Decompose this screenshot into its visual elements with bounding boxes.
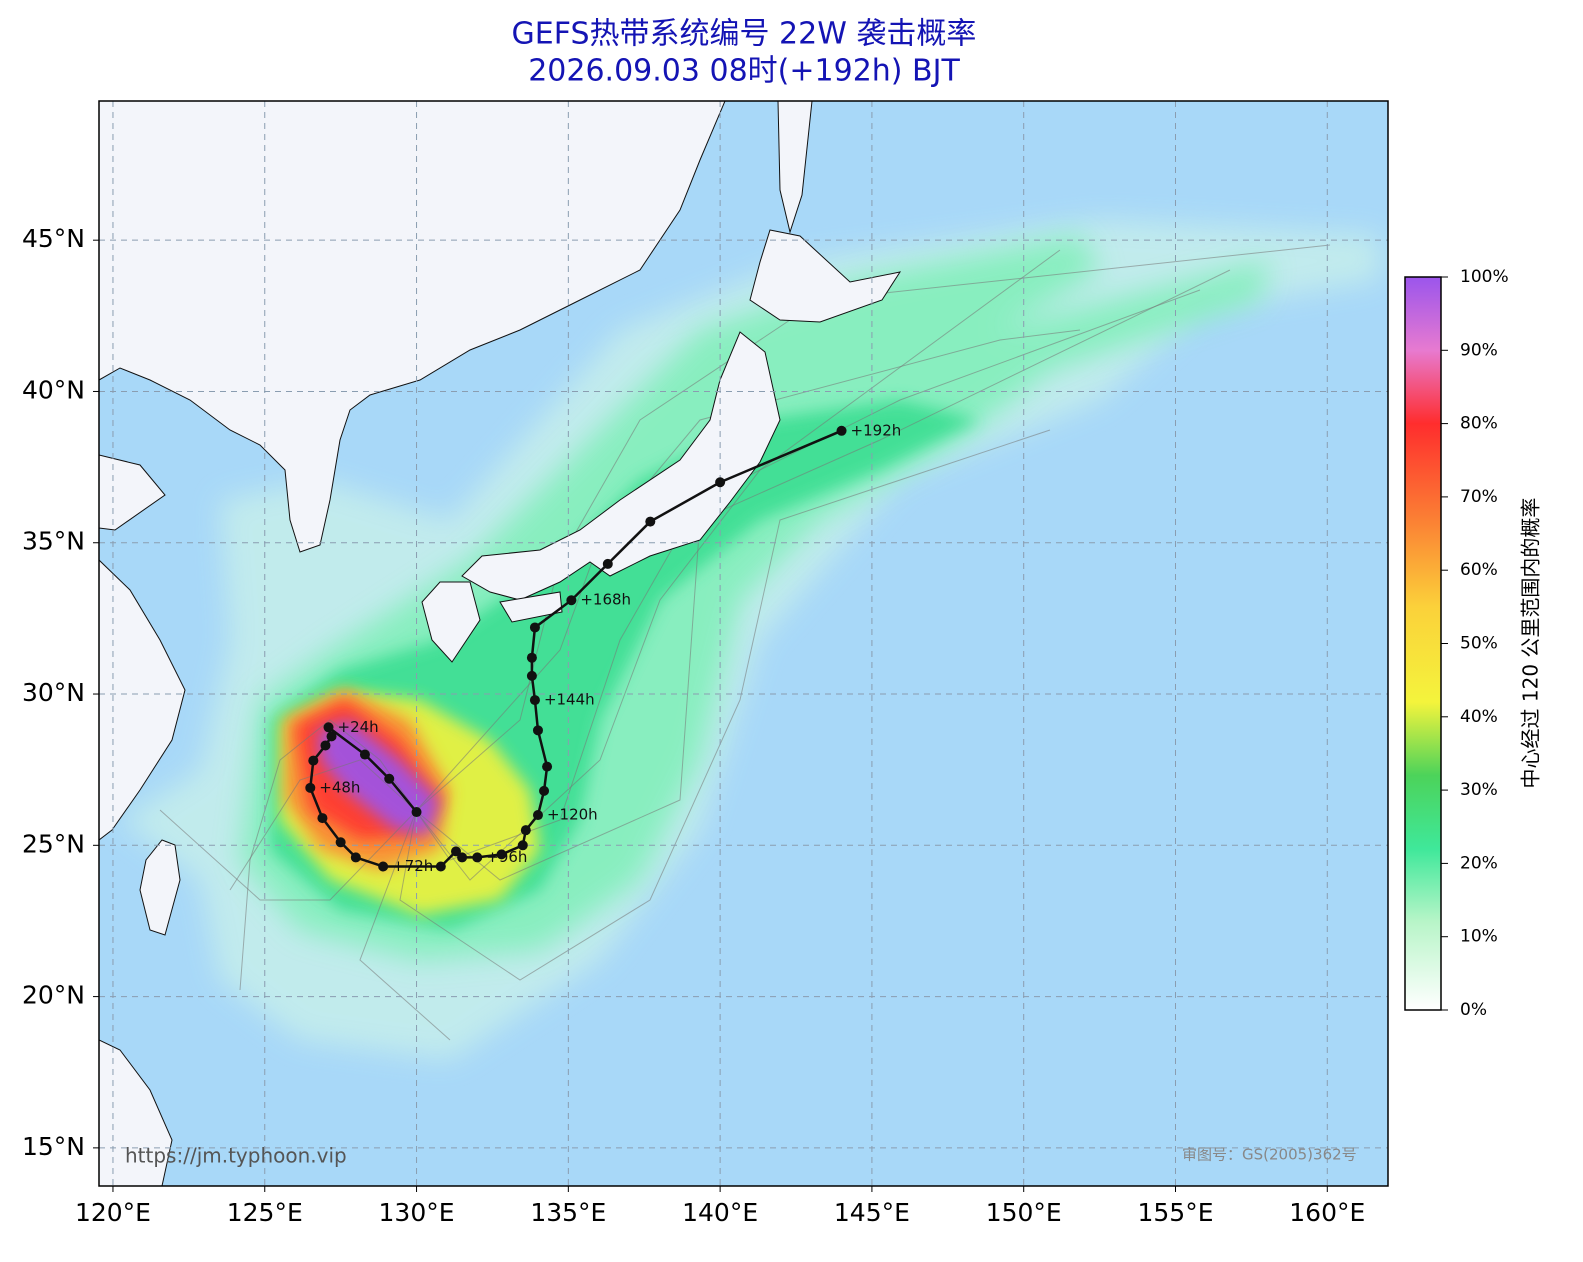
track-point xyxy=(384,773,395,784)
y-tick-label: 40°N xyxy=(22,375,85,404)
track-label: +144h xyxy=(544,691,595,709)
colorbar-ticks: 0% 10% 20% 30% 40% 50% 60% 70% 80% 90% 100% xyxy=(1441,267,1509,1020)
track-point xyxy=(836,425,847,436)
track-label: +120h xyxy=(547,806,598,824)
track-label: +192h xyxy=(851,421,902,439)
x-tick-label: 135°E xyxy=(530,1198,606,1227)
track-point xyxy=(496,849,507,860)
x-tick-label: 145°E xyxy=(834,1198,910,1227)
colorbar-tick-label: 80% xyxy=(1460,414,1498,434)
subtitle: 2026.09.03 08时(+192h) BJT xyxy=(528,54,960,89)
track-point xyxy=(529,695,540,706)
y-tick-label: 25°N xyxy=(22,829,85,858)
title: GEFS热带系统编号 22W 袭击概率 xyxy=(512,17,977,52)
map-area: +24h +48h +72h +96h +120h +144h +168h +192h htt… xyxy=(99,101,1388,1186)
track-label: +24h xyxy=(338,718,379,736)
y-tick-label: 20°N xyxy=(22,981,85,1010)
ensemble-tracks xyxy=(159,244,1331,1041)
track-point xyxy=(350,852,361,863)
track-point xyxy=(320,740,331,751)
track-point xyxy=(539,785,550,796)
x-tick-label: 150°E xyxy=(986,1198,1062,1227)
x-tick-label: 120°E xyxy=(75,1198,151,1227)
track-label: +48h xyxy=(319,778,360,796)
ensemble-track xyxy=(415,269,1231,881)
china-coast xyxy=(99,559,186,841)
track-point xyxy=(326,731,337,742)
track-point xyxy=(435,861,446,872)
x-tick-label: 160°E xyxy=(1289,1198,1365,1227)
colorbar-tick-label: 50% xyxy=(1460,634,1498,654)
colorbar-tick-label: 20% xyxy=(1460,853,1498,873)
colorbar-tick-label: 10% xyxy=(1460,927,1498,947)
ensemble-track xyxy=(415,244,1331,812)
track-point xyxy=(532,725,543,736)
track-point xyxy=(542,761,553,772)
axes: 120°E 125°E 130°E 135°E 140°E 145°E 150°E 155°E… xyxy=(22,224,1365,1227)
ensemble-track xyxy=(399,429,1051,981)
mean-track: +24h +48h +72h +96h +120h +144h +168h +192h xyxy=(305,421,901,875)
map-frame xyxy=(98,100,1389,1187)
x-tick-label: 130°E xyxy=(379,1198,455,1227)
y-tick-label: 35°N xyxy=(22,527,85,556)
track-point xyxy=(457,852,468,863)
colorbar-tick-label: 90% xyxy=(1460,340,1498,360)
luzon xyxy=(99,1039,173,1186)
sakhalin xyxy=(777,101,813,234)
watermark-url: https://jm.typhoon.vip xyxy=(125,1144,347,1168)
ensemble-track xyxy=(359,810,451,1041)
track-point xyxy=(317,813,328,824)
track-point xyxy=(520,825,531,836)
y-tick-label: 15°N xyxy=(22,1132,85,1161)
track-point xyxy=(517,840,528,851)
x-tick-label: 125°E xyxy=(227,1198,303,1227)
track-label: +72h xyxy=(392,857,433,875)
colorbar-tick-label: 70% xyxy=(1460,487,1498,507)
colorbar xyxy=(1404,276,1442,1011)
colorbar-tick-label: 30% xyxy=(1460,780,1498,800)
track-point xyxy=(526,652,537,663)
colorbar-tick-label: 0% xyxy=(1460,1000,1487,1020)
track-point xyxy=(532,810,543,821)
track-point xyxy=(472,852,483,863)
hokkaido xyxy=(749,229,902,323)
track-point xyxy=(335,837,346,848)
colorbar-tick-label: 100% xyxy=(1460,267,1509,287)
colorbar-tick-label: 60% xyxy=(1460,560,1498,580)
track-label: +168h xyxy=(580,591,631,609)
track-point xyxy=(529,622,540,633)
shikoku xyxy=(499,591,563,623)
taiwan xyxy=(139,839,181,936)
track-label: +96h xyxy=(486,848,527,866)
track-point xyxy=(359,749,370,760)
track-point xyxy=(305,782,316,793)
track-point xyxy=(411,807,422,818)
x-tick-label: 140°E xyxy=(682,1198,758,1227)
ensemble-track xyxy=(239,719,417,991)
x-tick-label: 155°E xyxy=(1137,1198,1213,1227)
y-tick-label: 45°N xyxy=(22,224,85,253)
watermark-license: 审图号：GS(2005)362号 xyxy=(1182,1146,1357,1164)
colorbar-label: 中心经过 120 公里范围内的概率 xyxy=(1519,498,1543,789)
colorbar-tick-label: 40% xyxy=(1460,707,1498,727)
track-point xyxy=(566,595,577,606)
ensemble-track xyxy=(415,289,1201,861)
shandong xyxy=(99,454,166,531)
graticule xyxy=(99,101,1388,1186)
track-point xyxy=(451,846,462,857)
ensemble-track xyxy=(229,759,417,891)
ensemble-track xyxy=(415,249,1061,881)
track-point xyxy=(645,516,656,527)
track-point xyxy=(526,670,537,681)
track-point xyxy=(602,558,613,569)
ensemble-track xyxy=(159,809,417,901)
y-tick-label: 30°N xyxy=(22,678,85,707)
track-point xyxy=(323,722,334,733)
track-point xyxy=(308,755,319,766)
kyushu xyxy=(421,581,481,663)
track-point xyxy=(715,477,726,488)
track-point xyxy=(378,861,389,872)
